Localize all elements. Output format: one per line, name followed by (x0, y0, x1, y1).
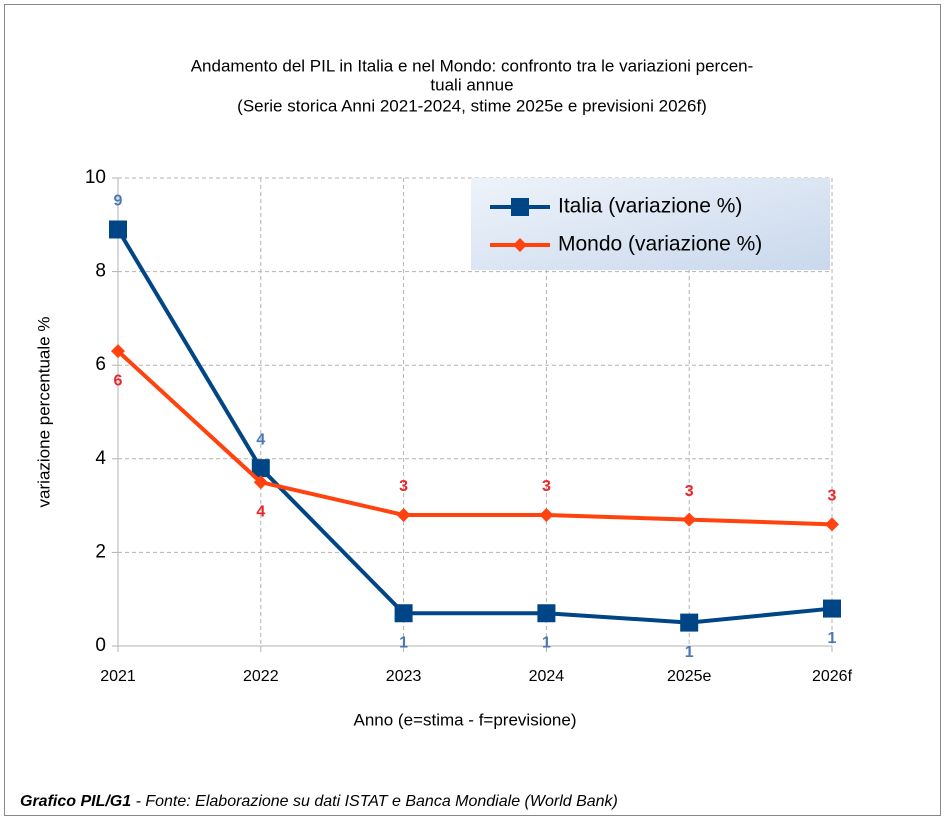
marker (537, 604, 556, 623)
chart-title: Andamento del PIL in Italia e nel Mondo:… (191, 56, 754, 75)
x-axis-label: Anno (e=stima - f=previsione) (354, 710, 577, 729)
caption: Grafico PIL/G1 - Fonte: Elaborazione su … (20, 793, 618, 810)
caption-label: Grafico PIL/G1 (20, 793, 131, 810)
data-label: 6 (114, 372, 123, 389)
y-axis-label: variazione percentuale % (34, 317, 53, 508)
series-line (116, 349, 833, 527)
legend-marker (511, 198, 529, 216)
chart-subtitle: (Serie storica Anni 2021-2024, stime 202… (237, 96, 707, 115)
legend-label: Mondo (variazione %) (558, 233, 762, 256)
marker (539, 507, 554, 522)
data-label: 1 (828, 630, 837, 647)
y-tick-label: 10 (85, 167, 106, 188)
chart-title: tuali annue (430, 75, 513, 94)
marker (823, 599, 841, 618)
x-tick-label: 2025e (667, 668, 712, 685)
marker (109, 220, 127, 239)
frame (4, 4, 941, 816)
marker (682, 512, 697, 527)
marker (680, 613, 699, 632)
marker (394, 604, 413, 623)
data-label: 1 (685, 644, 694, 661)
data-label: 3 (542, 478, 551, 495)
data-label: 3 (828, 488, 837, 505)
x-tick-label: 2021 (100, 668, 136, 685)
marker (251, 459, 270, 478)
x-tick-label: 2023 (386, 668, 422, 685)
data-label: 3 (399, 478, 408, 495)
data-label: 4 (256, 431, 265, 448)
y-tick-label: 4 (95, 448, 106, 469)
legend-box (471, 178, 830, 270)
y-tick-label: 8 (95, 261, 106, 282)
data-label: 1 (542, 634, 551, 651)
x-tick-label: 2022 (243, 668, 279, 685)
marker (825, 517, 839, 532)
y-tick-label: 6 (95, 354, 106, 375)
data-label: 3 (685, 483, 694, 500)
marker (396, 507, 411, 522)
data-label: 9 (114, 193, 123, 210)
y-tick-label: 0 (95, 635, 106, 656)
x-tick-label: 2024 (529, 668, 565, 685)
series-line (116, 228, 833, 625)
data-label: 1 (399, 634, 408, 651)
x-tick-label: 2026f (812, 668, 853, 685)
legend-label: Italia (variazione %) (558, 195, 742, 218)
data-label: 4 (256, 503, 265, 520)
plot-area: 0 2 4 6 8 10 2021 2022 2023 2024 2025e 2026f 9 4 1 1 1 1 6… (85, 167, 853, 685)
y-tick-label: 2 (95, 541, 106, 562)
marker (111, 344, 125, 359)
caption-text: - Fonte: Elaborazione su dati ISTAT e Ba… (131, 793, 618, 810)
marker (253, 475, 268, 490)
legend-marker (513, 238, 527, 252)
